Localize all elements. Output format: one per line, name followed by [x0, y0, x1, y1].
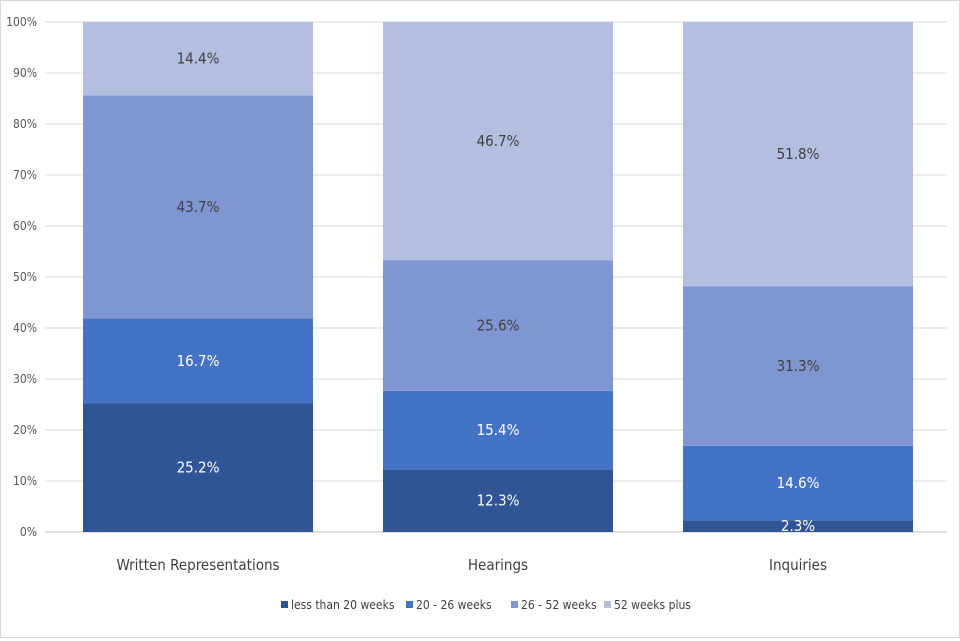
y-tick-label: 40%	[13, 321, 37, 335]
bar-segment	[83, 22, 313, 96]
y-tick-label: 100%	[6, 15, 37, 29]
bar-segment	[683, 445, 913, 521]
bar-segment	[683, 520, 913, 532]
y-tick-label: 10%	[13, 474, 37, 488]
legend-label: 20 - 26 weeks	[416, 598, 492, 612]
data-label: 2.3%	[781, 517, 815, 535]
bar-segment	[383, 390, 613, 470]
legend-swatch	[281, 601, 288, 608]
data-label: 43.7%	[177, 198, 220, 216]
legend-label: 52 weeks plus	[614, 598, 691, 612]
y-tick-label: 90%	[13, 66, 37, 80]
bar-segment	[383, 469, 613, 532]
legend-label: 26 - 52 weeks	[521, 598, 597, 612]
data-label: 14.6%	[777, 474, 820, 492]
y-axis-ticks: 0% 10% 20% 30% 40% 50% 60% 70% 80% 90% 100%	[6, 15, 37, 539]
y-tick-label: 50%	[13, 270, 37, 284]
bar-segment	[83, 95, 313, 319]
data-label: 31.3%	[777, 357, 820, 375]
bar-segment	[383, 22, 613, 261]
y-tick-label: 70%	[13, 168, 37, 182]
data-label: 14.4%	[177, 50, 220, 68]
x-category-label: Written Representations	[116, 556, 279, 574]
data-label: 15.4%	[477, 421, 520, 439]
bar-segment	[83, 403, 313, 532]
bar-segment	[683, 286, 913, 446]
data-label: 25.2%	[177, 459, 220, 477]
data-label: 25.6%	[477, 316, 520, 334]
legend-swatch	[406, 601, 413, 608]
y-tick-label: 30%	[13, 372, 37, 386]
data-label: 12.3%	[477, 492, 520, 510]
bar-segment	[683, 22, 913, 287]
legend-swatch	[511, 601, 518, 608]
data-label: 16.7%	[177, 352, 220, 370]
y-tick-label: 20%	[13, 423, 37, 437]
data-label: 51.8%	[777, 145, 820, 163]
bar-stacks	[83, 22, 913, 532]
bar-segment	[383, 260, 613, 391]
x-axis-categories: Written Representations Hearings Inquiries	[116, 556, 827, 574]
y-tick-label: 0%	[20, 525, 37, 539]
legend-label: less than 20 weeks	[291, 598, 395, 612]
data-labels: 25.2% 16.7% 43.7% 14.4% 12.3% 15.4% 25.6% 46.7%…	[177, 50, 820, 535]
y-tick-label: 80%	[13, 117, 37, 131]
legend: less than 20 weeks 20 - 26 weeks 26 - 52 w…	[281, 598, 691, 612]
data-label: 46.7%	[477, 132, 520, 150]
legend-swatch	[604, 601, 611, 608]
x-category-label: Hearings	[468, 556, 528, 574]
x-category-label: Inquiries	[769, 556, 827, 574]
y-tick-label: 60%	[13, 219, 37, 233]
bar-segment	[83, 318, 313, 404]
